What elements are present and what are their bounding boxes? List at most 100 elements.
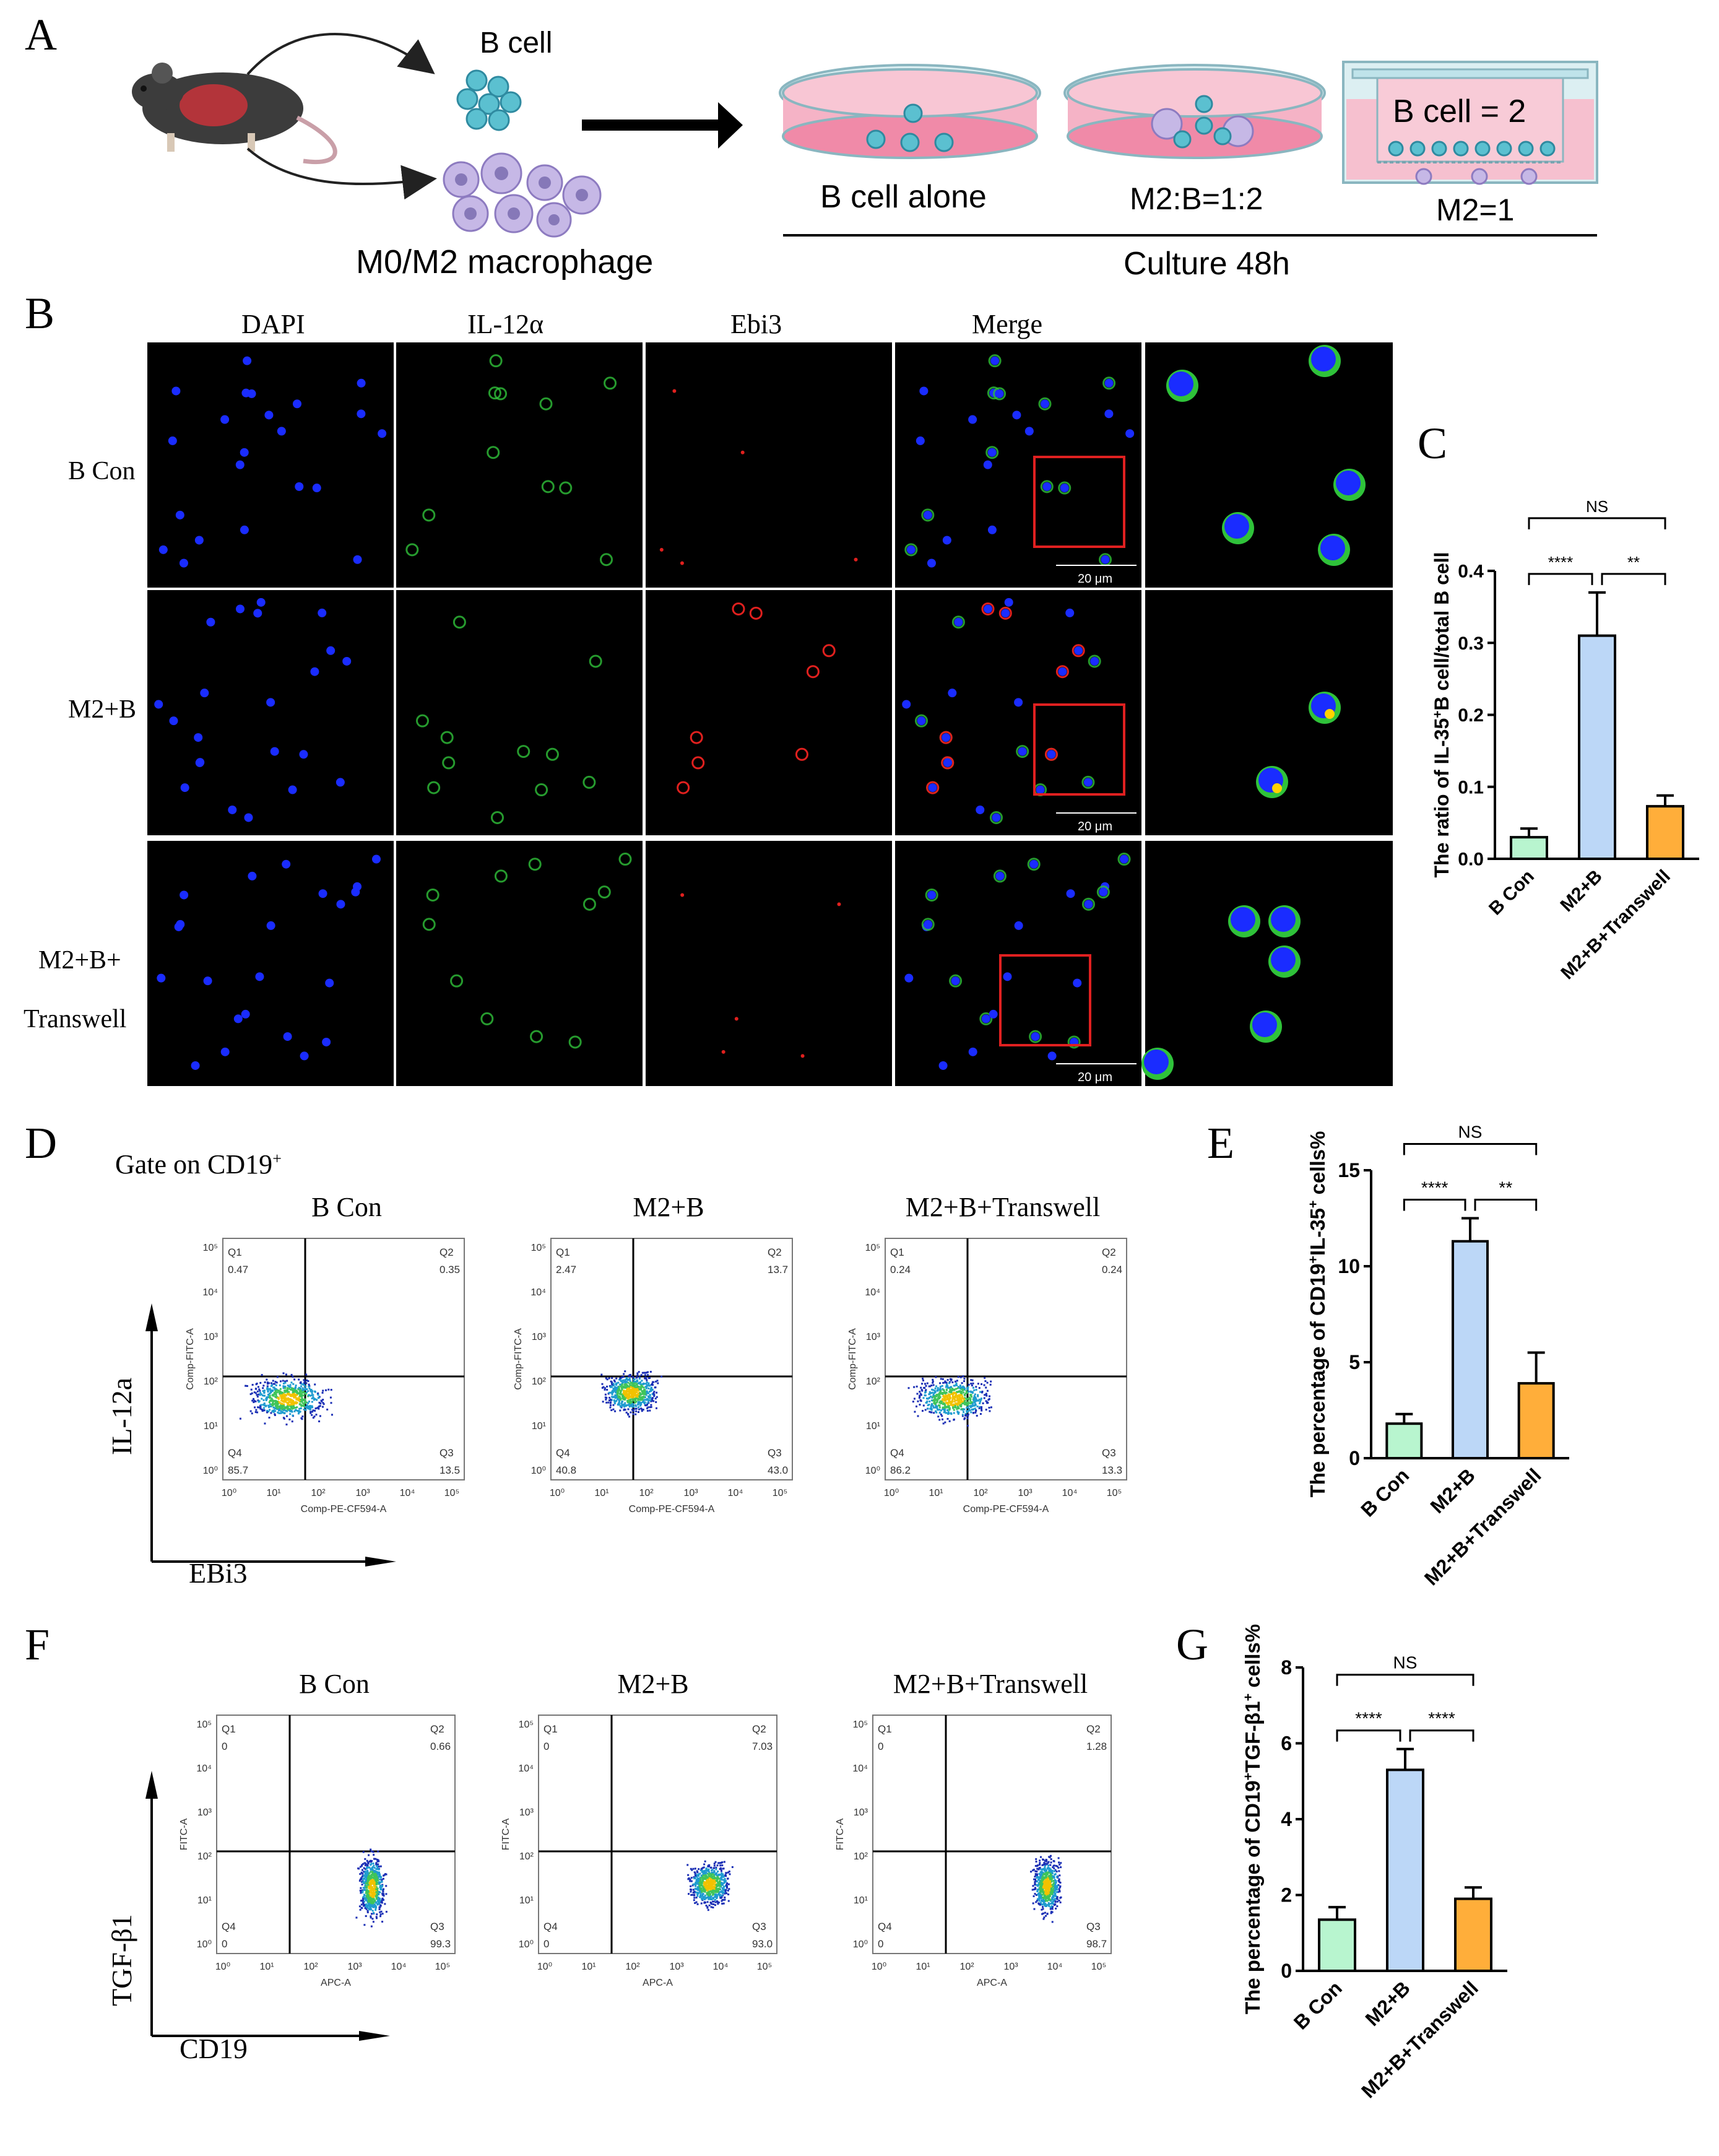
event-dot [623,1383,626,1386]
flow-x-axis-label: Comp-PE-CF594-A [963,1504,1049,1515]
event-dot [650,1386,652,1389]
micro-tile [396,841,643,1086]
nucleus-mark [968,1047,977,1056]
event-dot [949,1401,951,1403]
event-dot [965,1401,968,1404]
event-dot [959,1391,962,1394]
event-dot [1036,1880,1038,1882]
event-dot [916,1393,919,1395]
nucleus-mark [247,389,256,398]
nucleus-mark [954,617,963,627]
x-tick-label: 10⁴ [1047,1962,1063,1972]
event-dot [373,1880,375,1882]
event-dot [250,1388,253,1391]
event-dot [253,1399,256,1402]
event-dot [376,1882,378,1884]
event-dot [1049,1879,1052,1881]
nucleus-mark [240,448,249,457]
event-dot [301,1401,303,1403]
flow-plot-frame [216,1715,456,1954]
event-dot [945,1386,947,1388]
event-dot [379,1913,382,1916]
event-dot [1055,1871,1058,1873]
event-dot [292,1376,294,1378]
event-dot [272,1411,275,1413]
event-dot [263,1404,266,1407]
event-dot [615,1389,618,1391]
event-dot [378,1876,381,1878]
event-dot [283,1417,285,1420]
category-label: B Con [1485,866,1538,919]
event-dot [262,1384,265,1387]
event-dot [274,1414,276,1416]
event-dot [296,1394,298,1396]
event-dot [321,1406,324,1408]
quadrant-name: Q4 [890,1447,904,1459]
event-dot [376,1868,379,1871]
event-dot [957,1386,959,1388]
event-dot [609,1386,612,1388]
event-dot [273,1386,275,1389]
event-dot [704,1885,707,1887]
event-dot [1049,1864,1052,1866]
event-dot [703,1886,705,1889]
event-dot [274,1405,277,1407]
event-dot [1059,1890,1061,1893]
nucleus-mark [987,525,997,534]
event-dot [613,1401,616,1403]
event-dot [256,1390,259,1393]
row-label-m2b-transwell-1: M2+B+ [38,946,121,975]
event-dot [932,1384,935,1386]
event-dot [284,1406,286,1409]
event-dot [988,1406,990,1409]
event-dot [635,1395,638,1397]
event-dot [722,1889,725,1892]
quadrant-value: 85.7 [228,1464,248,1476]
event-dot [699,1896,702,1898]
event-dot [932,1394,935,1397]
event-dot [939,1387,942,1389]
event-dot [926,1400,929,1402]
event-dot [721,1890,723,1892]
event-dot [314,1409,316,1412]
event-dot [307,1390,310,1393]
row-label-b-con: B Con [68,457,136,485]
event-dot [373,1892,376,1894]
event-dot [621,1388,623,1391]
flow-y-axis-label: FITC-A [501,1818,511,1850]
nucleus-mark [1036,785,1045,794]
quadrant-name: Q1 [543,1723,558,1735]
event-dot [981,1406,983,1409]
event-dot [1040,1890,1042,1892]
event-dot [1034,1888,1037,1890]
event-dot [361,1876,363,1878]
event-dot [1036,1871,1038,1873]
event-dot [649,1399,652,1402]
event-dot [641,1393,643,1395]
event-dot [715,1888,717,1890]
y-tick-label: 10⁰ [197,1939,212,1950]
event-dot [630,1398,632,1401]
event-dot [308,1394,310,1396]
flow-x-axis-label: APC-A [643,1978,673,1988]
ebi3-mark [795,747,808,761]
event-dot [379,1905,382,1907]
event-dot [634,1388,636,1391]
event-dot [290,1404,292,1406]
event-dot [1054,1887,1057,1889]
event-dot [646,1407,649,1409]
event-dot [709,1890,712,1893]
event-dot [624,1370,626,1373]
event-dot [955,1402,957,1404]
event-dot [619,1405,621,1407]
event-dot [695,1874,697,1877]
event-dot [370,1882,373,1884]
nucleus-mark [378,429,387,438]
event-dot [373,1864,375,1867]
event-dot [925,1384,927,1387]
event-dot [722,1876,724,1878]
event-dot [634,1397,636,1400]
event-dot [282,1409,285,1412]
event-dot [644,1393,647,1396]
x-tick-label: 10⁰ [215,1962,230,1972]
